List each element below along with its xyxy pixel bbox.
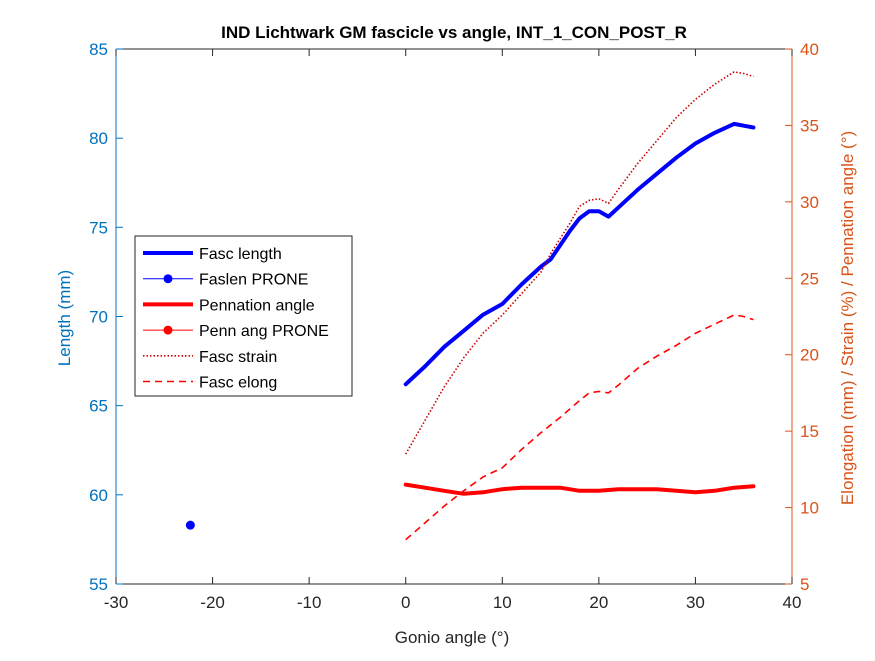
point-faslen-prone [185,520,195,530]
legend-label: Fasc strain [199,349,277,366]
legend-marker [163,274,173,284]
legend-label: Pennation angle [199,297,315,314]
legend-marker [163,325,173,335]
y-tick-label-right: 5 [800,575,809,594]
y-axis-label-right: Elongation (mm) / Strain (%) / Pennation… [838,131,857,505]
y-tick-label-right: 30 [800,193,819,212]
y-tick-label-right: 10 [800,499,819,518]
y-tick-label-right: 25 [800,269,819,288]
y-tick-label-right: 20 [800,346,819,365]
series-fasc-strain [405,71,754,455]
y-tick-label-right: 40 [800,40,819,59]
x-tick-label: 30 [686,593,705,612]
series-pennation-angle [403,482,756,496]
x-tick-label: 40 [783,593,802,612]
series-fasc-elong [405,314,754,541]
series-fasc-length [403,121,756,387]
legend-label: Fasc elong [199,375,277,392]
x-tick-label: 0 [401,593,410,612]
y-tick-label-left: 80 [89,129,108,148]
x-tick-label: 20 [589,593,608,612]
x-tick-label: 10 [493,593,512,612]
y-tick-label-left: 70 [89,308,108,327]
y-tick-label-left: 75 [89,218,108,237]
y-axis-label-left: Length (mm) [55,270,74,366]
legend: Fasc length Faslen PRONE Pennation angle Pe… [134,235,353,397]
x-axis-label: Gonio angle (°) [395,628,510,647]
y-tick-label-left: 55 [89,575,108,594]
y-tick-label-right: 35 [800,116,819,135]
legend-label: Penn ang PRONE [199,323,329,340]
y-tick-label-left: 60 [89,486,108,505]
y-tick-label-left: 65 [89,397,108,416]
x-tick-label: -30 [104,593,129,612]
x-tick-label: -20 [200,593,225,612]
legend-label: Faslen PRONE [199,272,308,289]
chart-title: IND Lichtwark GM fascicle vs angle, INT_… [221,23,687,42]
x-tick-label: -10 [297,593,322,612]
legend-box [134,235,353,397]
y-tick-label-right: 15 [800,422,819,441]
legend-label: Fasc length [199,246,282,263]
y-tick-label-left: 85 [89,40,108,59]
